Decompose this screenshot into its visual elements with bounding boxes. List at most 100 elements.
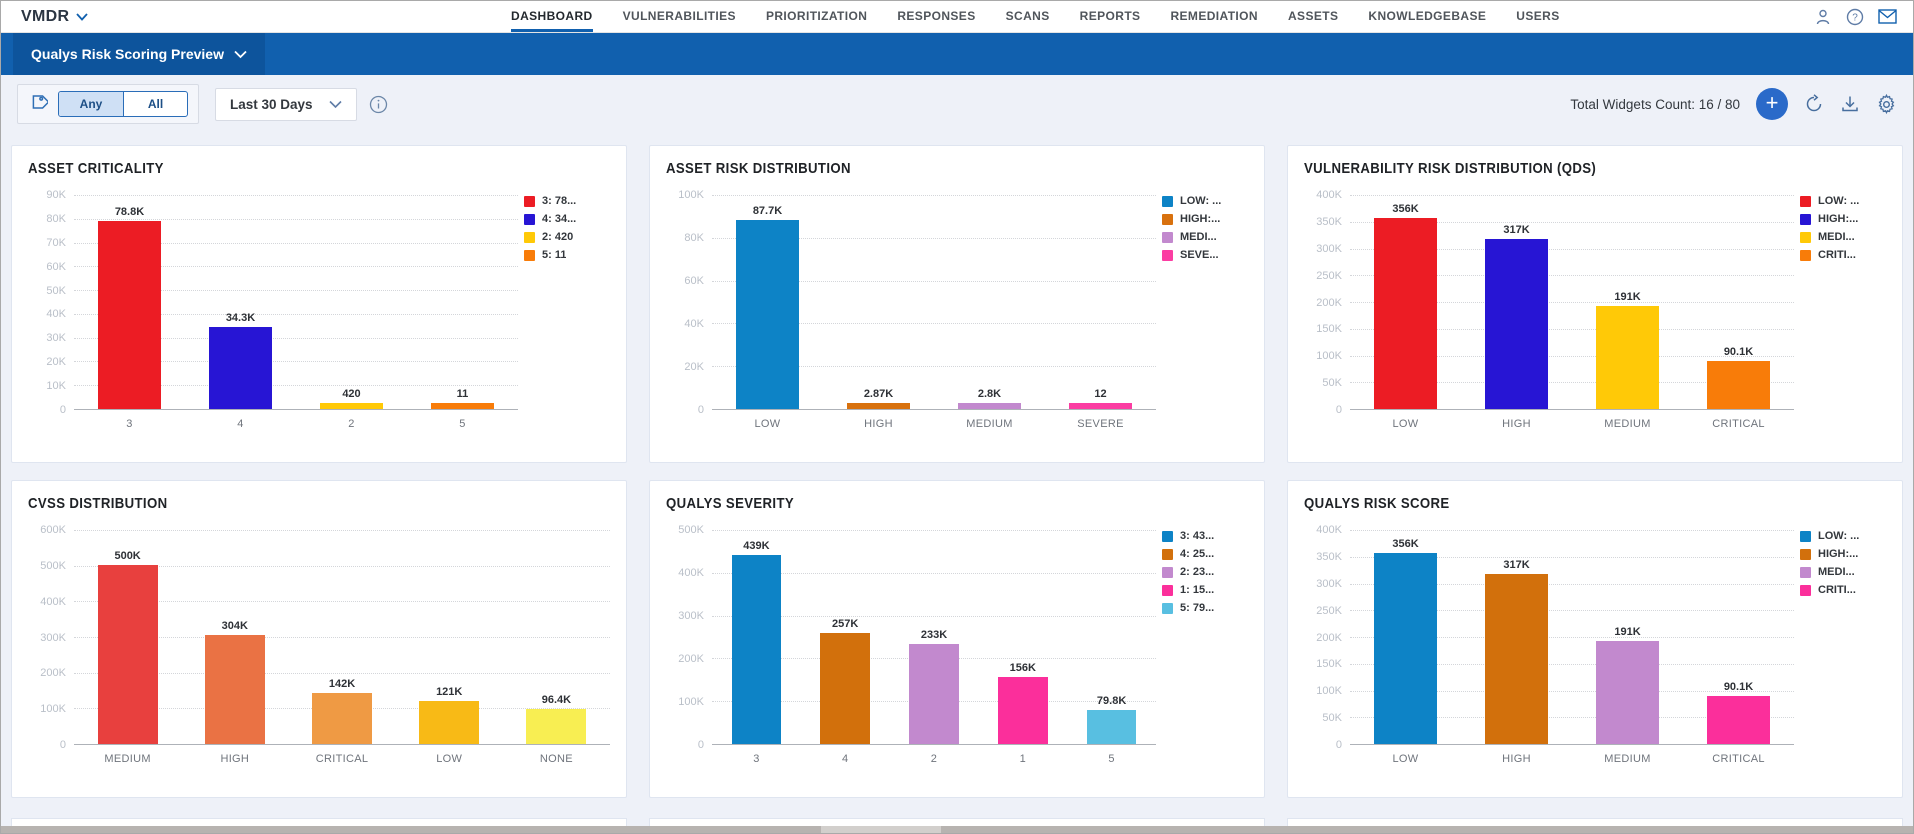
date-range-select[interactable]: Last 30 Days xyxy=(215,87,357,121)
help-icon[interactable]: ? xyxy=(1846,8,1864,26)
tab-assets[interactable]: ASSETS xyxy=(1287,9,1339,23)
bar-critical[interactable] xyxy=(1707,361,1770,409)
info-icon[interactable] xyxy=(369,95,388,114)
widget-grid: ASSET CRITICALITY 90K 80K 70K 60K 50K 40K 30K 2… xyxy=(1,133,1913,801)
bar-low[interactable] xyxy=(736,220,799,409)
bar-low[interactable] xyxy=(1374,553,1437,744)
tab-knowledgebase[interactable]: KNOWLEDGEBASE xyxy=(1368,9,1487,23)
legend-item[interactable]: MEDI... xyxy=(1800,231,1886,243)
legend-item[interactable]: MEDI... xyxy=(1162,231,1248,243)
bar-none[interactable] xyxy=(526,709,587,744)
widget-card-peek xyxy=(11,818,627,826)
legend-item[interactable]: 5: 11 xyxy=(524,249,610,261)
bar-cell: 191K xyxy=(1572,626,1683,744)
bar-low[interactable] xyxy=(419,701,480,744)
match-all-button[interactable]: All xyxy=(123,92,187,116)
bar-value-label: 317K xyxy=(1503,224,1530,236)
horizontal-scrollbar[interactable] xyxy=(1,826,1913,833)
bar-medium[interactable] xyxy=(1596,306,1659,409)
legend-item[interactable]: 5: 79... xyxy=(1162,602,1248,614)
gridline xyxy=(74,361,518,363)
legend-item[interactable]: LOW: ... xyxy=(1800,195,1886,207)
y-tick-label: 250K xyxy=(1316,604,1342,617)
legend-item[interactable]: 2: 23... xyxy=(1162,566,1248,578)
horizontal-scrollbar-thumb[interactable] xyxy=(821,826,941,833)
bar-5[interactable] xyxy=(431,403,494,409)
legend-item[interactable]: CRITI... xyxy=(1800,584,1886,596)
x-axis-label: CRITICAL xyxy=(315,753,369,765)
legend-item[interactable]: HIGH:... xyxy=(1162,213,1248,225)
plot-area: 500K 304K 142K 121K 96.4K MEDIUM HIGH CRITICAL L… xyxy=(74,530,610,787)
legend-item[interactable]: SEVE... xyxy=(1162,249,1248,261)
bar-low[interactable] xyxy=(1374,218,1437,409)
legend-item[interactable]: HIGH:... xyxy=(1800,548,1886,560)
user-icon[interactable] xyxy=(1814,8,1832,26)
tab-remediation[interactable]: REMEDIATION xyxy=(1170,9,1258,23)
y-tick-label: 20K xyxy=(684,361,704,373)
legend-item[interactable]: 3: 43... xyxy=(1162,530,1248,542)
bar-1[interactable] xyxy=(997,677,1048,744)
x-axis-label: SEVERE xyxy=(1077,418,1124,430)
gridline xyxy=(1350,717,1794,719)
legend-item[interactable]: 4: 34... xyxy=(524,213,610,225)
legend-swatch xyxy=(1800,213,1811,225)
tab-prioritization[interactable]: PRIORITIZATION xyxy=(765,9,868,23)
bar-2[interactable] xyxy=(320,403,383,409)
tab-vulnerabilities[interactable]: VULNERABILITIES xyxy=(622,9,736,23)
y-axis: 90K 80K 70K 60K 50K 40K 30K 20K 10K 0 xyxy=(28,189,74,416)
app-switcher[interactable]: VMDR xyxy=(1,8,88,26)
match-any-button[interactable]: Any xyxy=(59,92,123,116)
mail-icon[interactable] xyxy=(1878,9,1897,24)
legend-label: CRITI... xyxy=(1818,249,1856,261)
legend-item[interactable]: 3: 78... xyxy=(524,195,610,207)
legend-item[interactable]: 2: 420 xyxy=(524,231,610,243)
legend-item[interactable]: CRITI... xyxy=(1800,249,1886,261)
bar-critical[interactable] xyxy=(311,693,373,744)
legend-item[interactable]: HIGH:... xyxy=(1800,213,1886,225)
y-axis: 500K 400K 300K 200K 100K 0 xyxy=(666,524,712,751)
legend-item[interactable]: 4: 25... xyxy=(1162,548,1248,560)
bar-2[interactable] xyxy=(909,644,959,744)
next-widget-row-peek xyxy=(1,818,1913,826)
add-widget-button[interactable]: + xyxy=(1756,88,1788,120)
dashboard-selector[interactable]: Qualys Risk Scoring Preview xyxy=(13,33,265,75)
bar-value-label: 356K xyxy=(1392,538,1419,550)
bar-critical[interactable] xyxy=(1707,696,1770,744)
bar-5[interactable] xyxy=(1086,710,1137,744)
nav-tabs: DASHBOARD VULNERABILITIES PRIORITIZATION RE… xyxy=(511,1,1560,32)
bar-high[interactable] xyxy=(204,635,265,744)
bar-3[interactable] xyxy=(731,555,782,744)
bar-medium[interactable] xyxy=(97,565,158,744)
bar-severe[interactable] xyxy=(1069,403,1132,409)
tab-scans[interactable]: SCANS xyxy=(1005,9,1050,23)
bar-3[interactable] xyxy=(98,221,161,409)
bar-high[interactable] xyxy=(1485,239,1548,409)
refresh-icon[interactable] xyxy=(1804,94,1824,114)
legend-item[interactable]: MEDI... xyxy=(1800,566,1886,578)
legend-item[interactable]: LOW: ... xyxy=(1162,195,1248,207)
bar-high[interactable] xyxy=(847,403,910,409)
x-axis-label: LOW xyxy=(1392,753,1419,765)
bar-4[interactable] xyxy=(209,327,272,409)
legend-item[interactable]: 1: 15... xyxy=(1162,584,1248,596)
widget-card-peek xyxy=(1287,818,1903,826)
bar-4[interactable] xyxy=(820,633,871,744)
tab-reports[interactable]: REPORTS xyxy=(1079,9,1141,23)
x-axis-label: HIGH xyxy=(1502,418,1531,430)
gear-icon[interactable] xyxy=(1876,93,1897,115)
bar-cell: 121K xyxy=(396,686,503,744)
tab-responses[interactable]: RESPONSES xyxy=(897,9,976,23)
tag-icon[interactable] xyxy=(28,92,50,117)
tab-users[interactable]: USERS xyxy=(1516,9,1560,23)
legend-item[interactable]: LOW: ... xyxy=(1800,530,1886,542)
gridline xyxy=(712,323,1156,325)
download-icon[interactable] xyxy=(1840,94,1860,114)
bar-medium[interactable] xyxy=(958,403,1021,409)
legend-swatch xyxy=(1800,231,1811,243)
tab-dashboard[interactable]: DASHBOARD xyxy=(511,1,593,32)
bar-high[interactable] xyxy=(1485,574,1548,744)
y-tick-label: 400K xyxy=(678,567,704,579)
bar-medium[interactable] xyxy=(1596,641,1659,744)
gridline xyxy=(74,530,610,531)
